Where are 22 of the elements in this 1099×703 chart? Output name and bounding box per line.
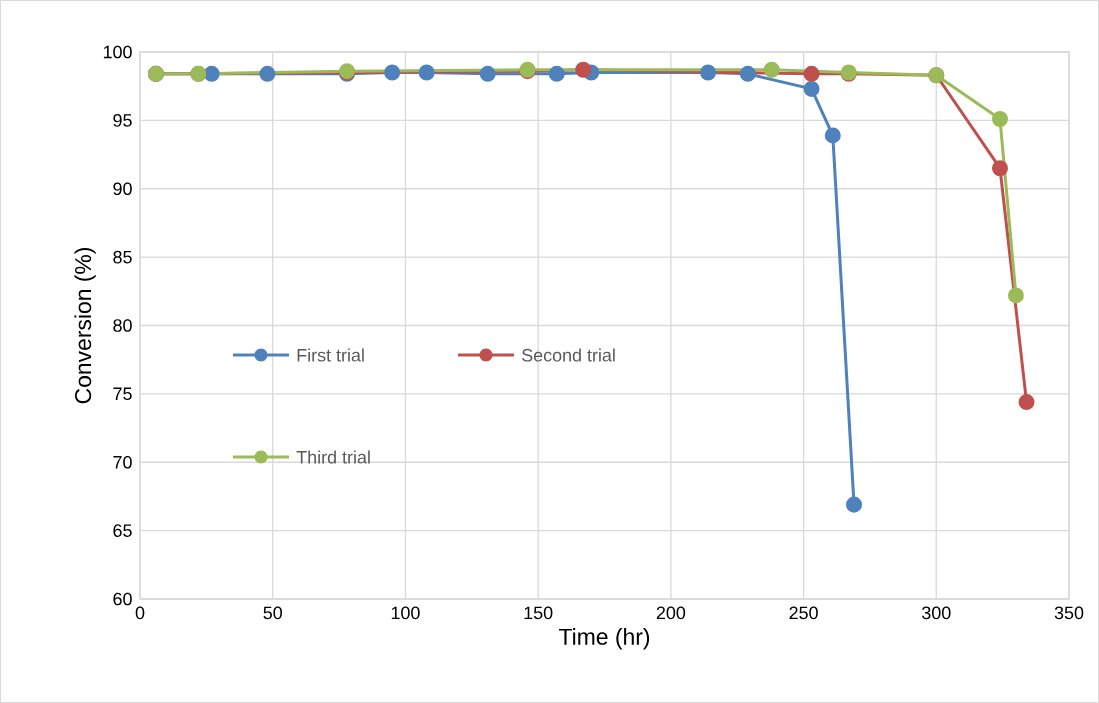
y-tick-label: 75	[113, 387, 132, 401]
y-tick-label: 100	[103, 45, 132, 59]
y-tick-label: 80	[113, 319, 132, 332]
x-tick-label: 300	[922, 606, 951, 620]
y-tick-label: 90	[113, 182, 132, 196]
y-tick-label: 70	[113, 455, 132, 469]
y-axis-title: Conversion (%)	[74, 247, 96, 404]
legend-label: Second trial	[522, 348, 615, 362]
y-tick-label: 85	[113, 250, 132, 264]
x-axis-title: Time (hr)	[558, 628, 650, 650]
x-tick-label: 50	[263, 606, 282, 620]
legend-label: First trial	[297, 348, 364, 362]
x-tick-label: 350	[1054, 606, 1084, 620]
legend-label: Third trial	[296, 450, 370, 464]
y-tick-label: 65	[113, 524, 132, 537]
y-tick-label: 95	[113, 114, 132, 127]
x-tick-label: 200	[656, 606, 686, 620]
x-tick-label: 100	[391, 606, 420, 620]
x-tick-label: 150	[524, 606, 553, 620]
y-tick-label: 60	[113, 592, 132, 606]
x-tick-label: 250	[789, 606, 818, 620]
x-tick-label: 0	[135, 606, 145, 620]
